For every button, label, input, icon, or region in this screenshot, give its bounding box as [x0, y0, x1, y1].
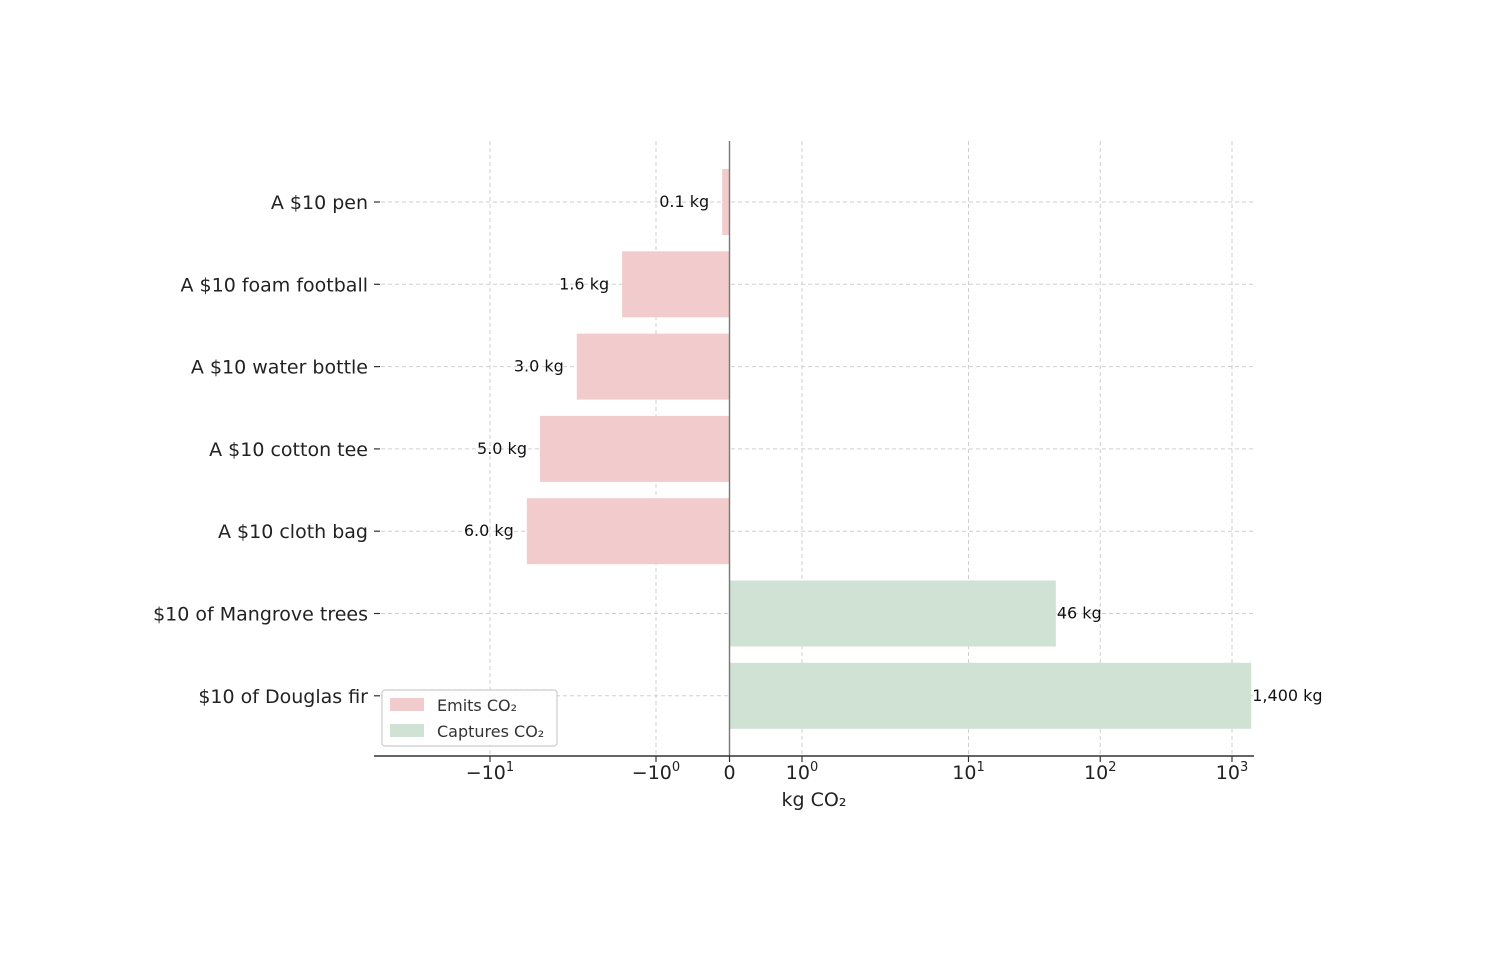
bar — [729, 580, 1056, 647]
y-tick-label: A $10 pen — [271, 192, 368, 214]
y-tick-label: A $10 cloth bag — [218, 521, 368, 543]
bar — [729, 662, 1252, 729]
data-label: 5.0 kg — [477, 439, 527, 458]
x-tick-label: 103 — [1216, 760, 1248, 784]
data-label: 1,400 kg — [1252, 686, 1322, 705]
bar — [622, 251, 730, 318]
y-tick-label: A $10 cotton tee — [209, 439, 368, 461]
bar — [576, 333, 730, 400]
grid-lines — [374, 141, 1254, 756]
legend: Emits CO₂ Captures CO₂ — [381, 689, 558, 747]
legend-swatch-emits — [390, 698, 424, 711]
legend-swatch-captures — [390, 724, 424, 737]
legend-label-emits: Emits CO₂ — [437, 696, 517, 715]
x-tick-label: 101 — [952, 760, 984, 784]
bar — [539, 415, 730, 482]
bar — [526, 498, 730, 565]
y-tick-label: $10 of Douglas fir — [198, 686, 368, 708]
bars — [526, 169, 1252, 729]
x-tick-label: −101 — [466, 760, 514, 784]
x-tick-label: 100 — [786, 760, 818, 784]
legend-frame — [381, 689, 558, 747]
data-label: 1.6 kg — [559, 274, 609, 293]
bar — [722, 169, 730, 235]
data-label: 3.0 kg — [514, 357, 564, 376]
x-tick-label: 0 — [723, 762, 735, 784]
data-labels: 0.1 kg 1.6 kg 3.0 kg 5.0 kg 6.0 kg 46 kg 1,400… — [464, 192, 1323, 705]
data-label: 6.0 kg — [464, 521, 514, 540]
y-tick-label: A $10 water bottle — [191, 357, 368, 379]
axes: A $10 pen A $10 foam football A $10 water … — [153, 141, 1254, 784]
legend-label-captures: Captures CO₂ — [437, 722, 544, 741]
data-label: 46 kg — [1057, 604, 1102, 623]
data-label: 0.1 kg — [659, 192, 709, 211]
x-tick-label: −100 — [632, 760, 680, 784]
x-tick-label: 102 — [1084, 760, 1116, 784]
y-tick-label: $10 of Mangrove trees — [153, 604, 368, 626]
y-tick-label: A $10 foam football — [181, 274, 369, 296]
x-axis-label: kg CO₂ — [782, 789, 847, 811]
